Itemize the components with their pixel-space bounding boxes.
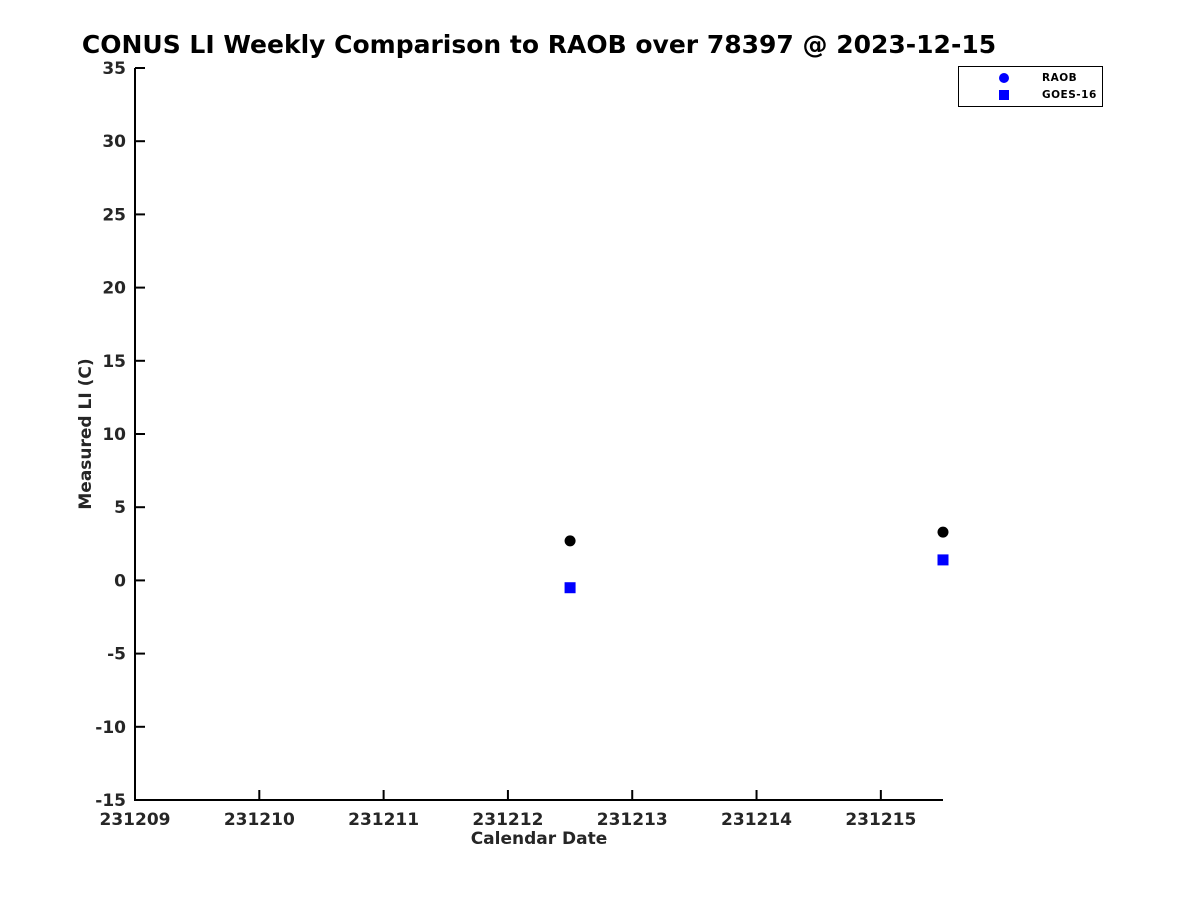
- y-axis-label: Measured LI (C): [76, 358, 96, 510]
- legend-label-raob: RAOB: [1042, 72, 1078, 84]
- legend-item-raob: RAOB: [959, 70, 1102, 87]
- data-point-raob: [937, 526, 949, 538]
- legend-circle-marker-icon: [999, 73, 1009, 83]
- x-tick-label: 231213: [597, 810, 668, 830]
- y-tick-label: 15: [102, 352, 126, 372]
- y-tick-label: 5: [114, 498, 126, 518]
- chart-title: CONUS LI Weekly Comparison to RAOB over …: [81, 30, 997, 59]
- y-tick-label: 35: [102, 59, 126, 79]
- legend: RAOB GOES-16: [958, 66, 1103, 107]
- x-tick-label: 231209: [100, 810, 171, 830]
- x-tick-label: 231211: [348, 810, 419, 830]
- data-point-raob: [564, 535, 576, 547]
- y-tick-label: 25: [102, 205, 126, 225]
- x-tick-label: 231215: [845, 810, 916, 830]
- x-tick-label: 231214: [721, 810, 792, 830]
- data-point-goes-16: [937, 554, 949, 566]
- x-tick-label: 231210: [224, 810, 295, 830]
- y-tick-label: 20: [102, 279, 126, 299]
- x-axis-label: Calendar Date: [470, 829, 608, 849]
- y-tick-label: -10: [95, 718, 126, 738]
- x-tick-label: 231212: [472, 810, 543, 830]
- y-tick-label: 10: [102, 425, 126, 445]
- legend-label-goes-16: GOES-16: [1042, 89, 1097, 101]
- y-tick-label: 0: [114, 571, 126, 591]
- y-tick-label: -15: [95, 791, 126, 811]
- data-point-goes-16: [564, 582, 576, 594]
- legend-item-goes-16: GOES-16: [959, 87, 1102, 104]
- legend-square-marker-icon: [999, 90, 1009, 100]
- y-tick-label: 30: [102, 132, 126, 152]
- y-tick-label: -5: [107, 645, 126, 665]
